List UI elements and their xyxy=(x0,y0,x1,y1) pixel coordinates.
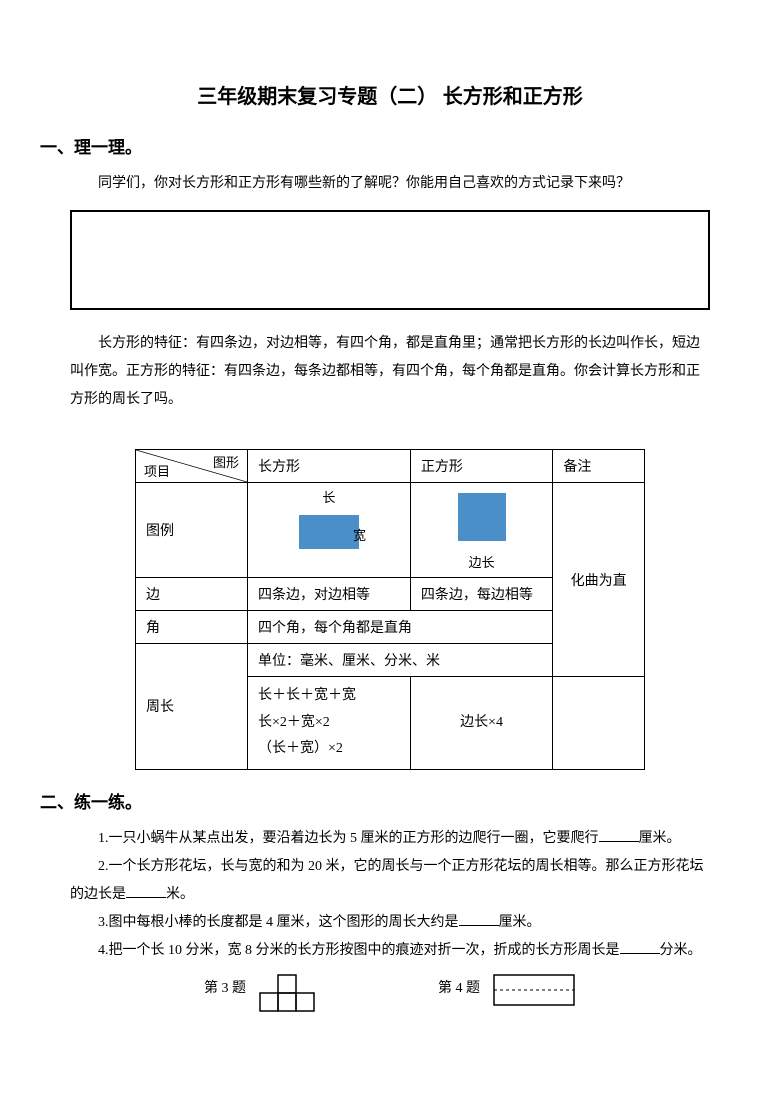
blank-fill xyxy=(126,884,166,898)
note-cell: 化曲为直 xyxy=(553,483,645,677)
page-title: 三年级期末复习专题（二） 长方形和正方形 xyxy=(70,80,710,109)
practice-q4: 4.把一个长 10 分米，宽 8 分米的长方形按图中的痕迹对折一次，折成的长方形… xyxy=(70,937,710,965)
col-note-header: 备注 xyxy=(553,450,645,483)
width-label: 宽 xyxy=(353,525,366,544)
row-example-label: 图例 xyxy=(136,483,248,578)
practice-q3: 3.图中每根小棒的长度都是 4 厘米，这个图形的周长大约是 厘米。 xyxy=(70,909,710,937)
practice-q1: 1.一只小蜗牛从某点出发，要沿着边长为 5 厘米的正方形的边爬行一圈，它要爬行 厘… xyxy=(70,825,710,853)
q1-text-b: 厘米。 xyxy=(639,831,681,846)
practice-q2: 2.一个长方形花坛，长与宽的和为 20 米，它的周长与一个正方形花坛的周长相等。… xyxy=(70,853,710,881)
angle-cell: 四个角，每个角都是直角 xyxy=(247,611,552,644)
edge-rect-cell: 四条边，对边相等 xyxy=(247,578,410,611)
header-item-label: 项目 xyxy=(144,461,170,480)
blank-fill xyxy=(459,912,499,926)
figure3-block: 第 3 题 xyxy=(204,973,318,1013)
q3-text-b: 厘米。 xyxy=(499,915,541,930)
length-label: 长 xyxy=(322,487,335,506)
perimeter-square-cell: 边长×4 xyxy=(410,677,553,770)
blank-fill xyxy=(599,828,639,842)
perimeter-rect-line3: （长＋宽）×2 xyxy=(258,736,400,763)
q4-text-b: 分米。 xyxy=(660,943,702,958)
header-shape-label: 图形 xyxy=(213,452,239,471)
section2-header: 二、练一练。 xyxy=(40,788,710,813)
figure3-icon xyxy=(258,973,318,1013)
figure4-label: 第 4 题 xyxy=(438,973,480,997)
edge-square-cell: 四条边，每边相等 xyxy=(410,578,553,611)
figure3-label: 第 3 题 xyxy=(204,973,246,997)
square-example-cell: 边长 xyxy=(410,483,553,578)
q3-text-a: 3.图中每根小棒的长度都是 4 厘米，这个图形的周长大约是 xyxy=(98,915,459,930)
q2-text-c: 米。 xyxy=(166,887,194,902)
col-rect-header: 长方形 xyxy=(247,450,410,483)
answer-box xyxy=(70,210,710,310)
table-corner-cell: 图形 项目 xyxy=(136,450,248,483)
row-edge-label: 边 xyxy=(136,578,248,611)
rect-example-cell: 长 宽 xyxy=(247,483,410,578)
feature-table: 图形 项目 长方形 正方形 备注 图例 长 宽 边长 化曲为直 边 四条边，对边… xyxy=(135,449,645,770)
figure4-block: 第 4 题 xyxy=(438,973,576,1007)
perimeter-rect-line1: 长＋长＋宽＋宽 xyxy=(258,683,400,710)
q1-text-a: 1.一只小蜗牛从某点出发，要沿着边长为 5 厘米的正方形的边爬行一圈，它要爬行 xyxy=(98,831,599,846)
rectangle-shape-icon xyxy=(299,515,359,549)
square-shape-icon xyxy=(458,493,506,541)
perimeter-rect-line2: 长×2＋宽×2 xyxy=(258,710,400,737)
blank-fill xyxy=(620,940,660,954)
practice-q2-cont: 的边长是 米。 xyxy=(70,881,710,909)
section1-features: 长方形的特征：有四条边，对边相等，有四个角，都是直角里；通常把长方形的长边叫作长… xyxy=(70,330,710,414)
section1-intro: 同学们，你对长方形和正方形有哪些新的了解呢？你能用自己喜欢的方式记录下来吗？ xyxy=(70,170,710,198)
q4-text-a: 4.把一个长 10 分米，宽 8 分米的长方形按图中的痕迹对折一次，折成的长方形… xyxy=(98,943,620,958)
perimeter-rect-cell: 长＋长＋宽＋宽 长×2＋宽×2 （长＋宽）×2 xyxy=(247,677,410,770)
perimeter-unit-cell: 单位：毫米、厘米、分米、米 xyxy=(247,644,552,677)
figure4-icon xyxy=(492,973,576,1007)
section1-header: 一、理一理。 xyxy=(40,133,710,158)
side-label: 边长 xyxy=(421,552,543,571)
row-perimeter-label: 周长 xyxy=(136,644,248,770)
figures-row: 第 3 题 第 4 题 xyxy=(70,973,710,1013)
q2-text-b: 的边长是 xyxy=(70,887,126,902)
note-cell-bottom xyxy=(553,677,645,770)
col-square-header: 正方形 xyxy=(410,450,553,483)
row-angle-label: 角 xyxy=(136,611,248,644)
q2-text-a: 2.一个长方形花坛，长与宽的和为 20 米，它的周长与一个正方形花坛的周长相等。… xyxy=(98,859,704,874)
